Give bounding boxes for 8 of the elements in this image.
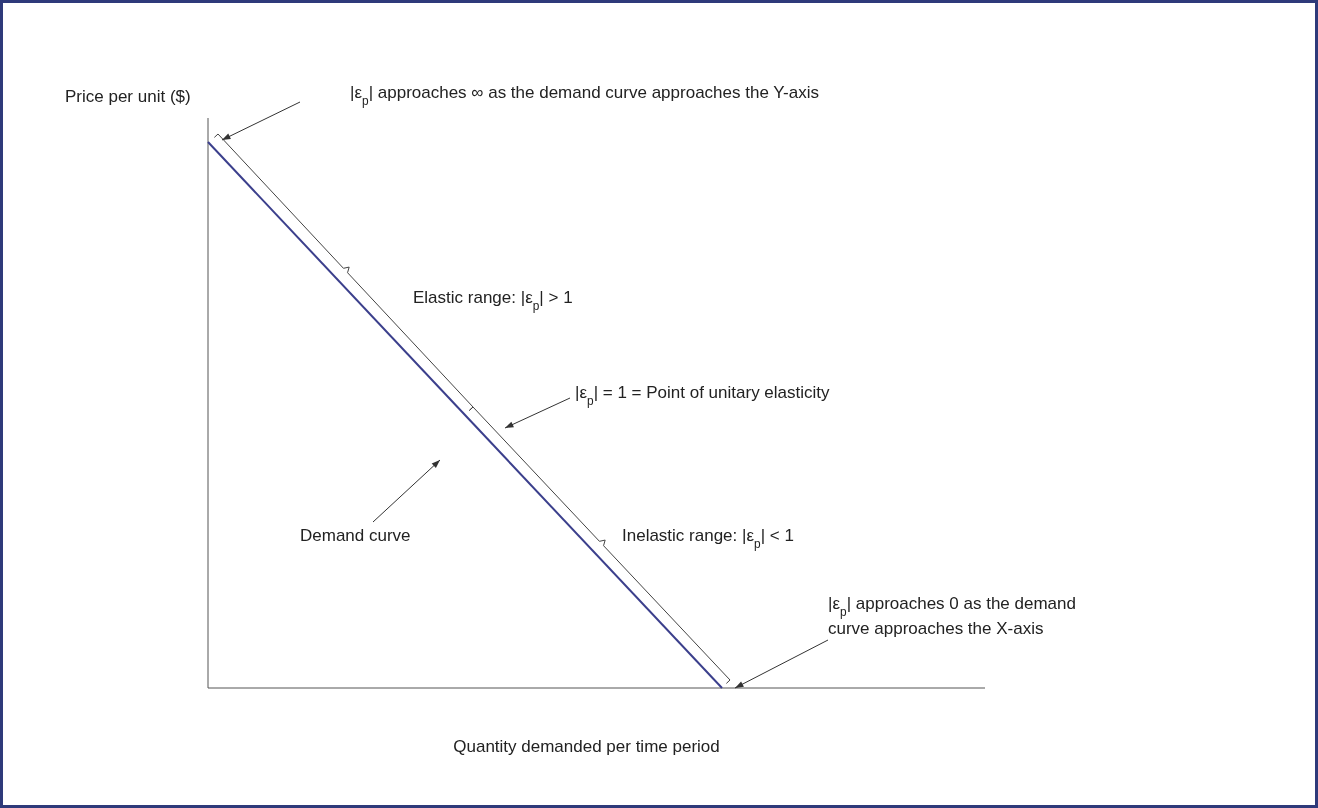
text: Demand curve bbox=[300, 526, 411, 545]
annotation: Inelastic range: |ε$_{p}$| < 1 bbox=[622, 526, 794, 551]
annotation: Elastic range: |ε$_{p}$| > 1 bbox=[413, 288, 573, 313]
annotation: |ε$_{p}$| = 1 = Point of unitary elasticity bbox=[575, 383, 831, 408]
y-axis-title: Price per unit ($) bbox=[65, 87, 191, 106]
x-axis-title: Quantity demanded per time period bbox=[453, 737, 720, 756]
text: |ε$_{p}$| approaches ∞ as the demand curve approaches the Y-axis bbox=[350, 83, 819, 108]
annotation: |ε$_{p}$| approaches 0 as the demand curve approaches the X-axis bbox=[828, 594, 1076, 638]
